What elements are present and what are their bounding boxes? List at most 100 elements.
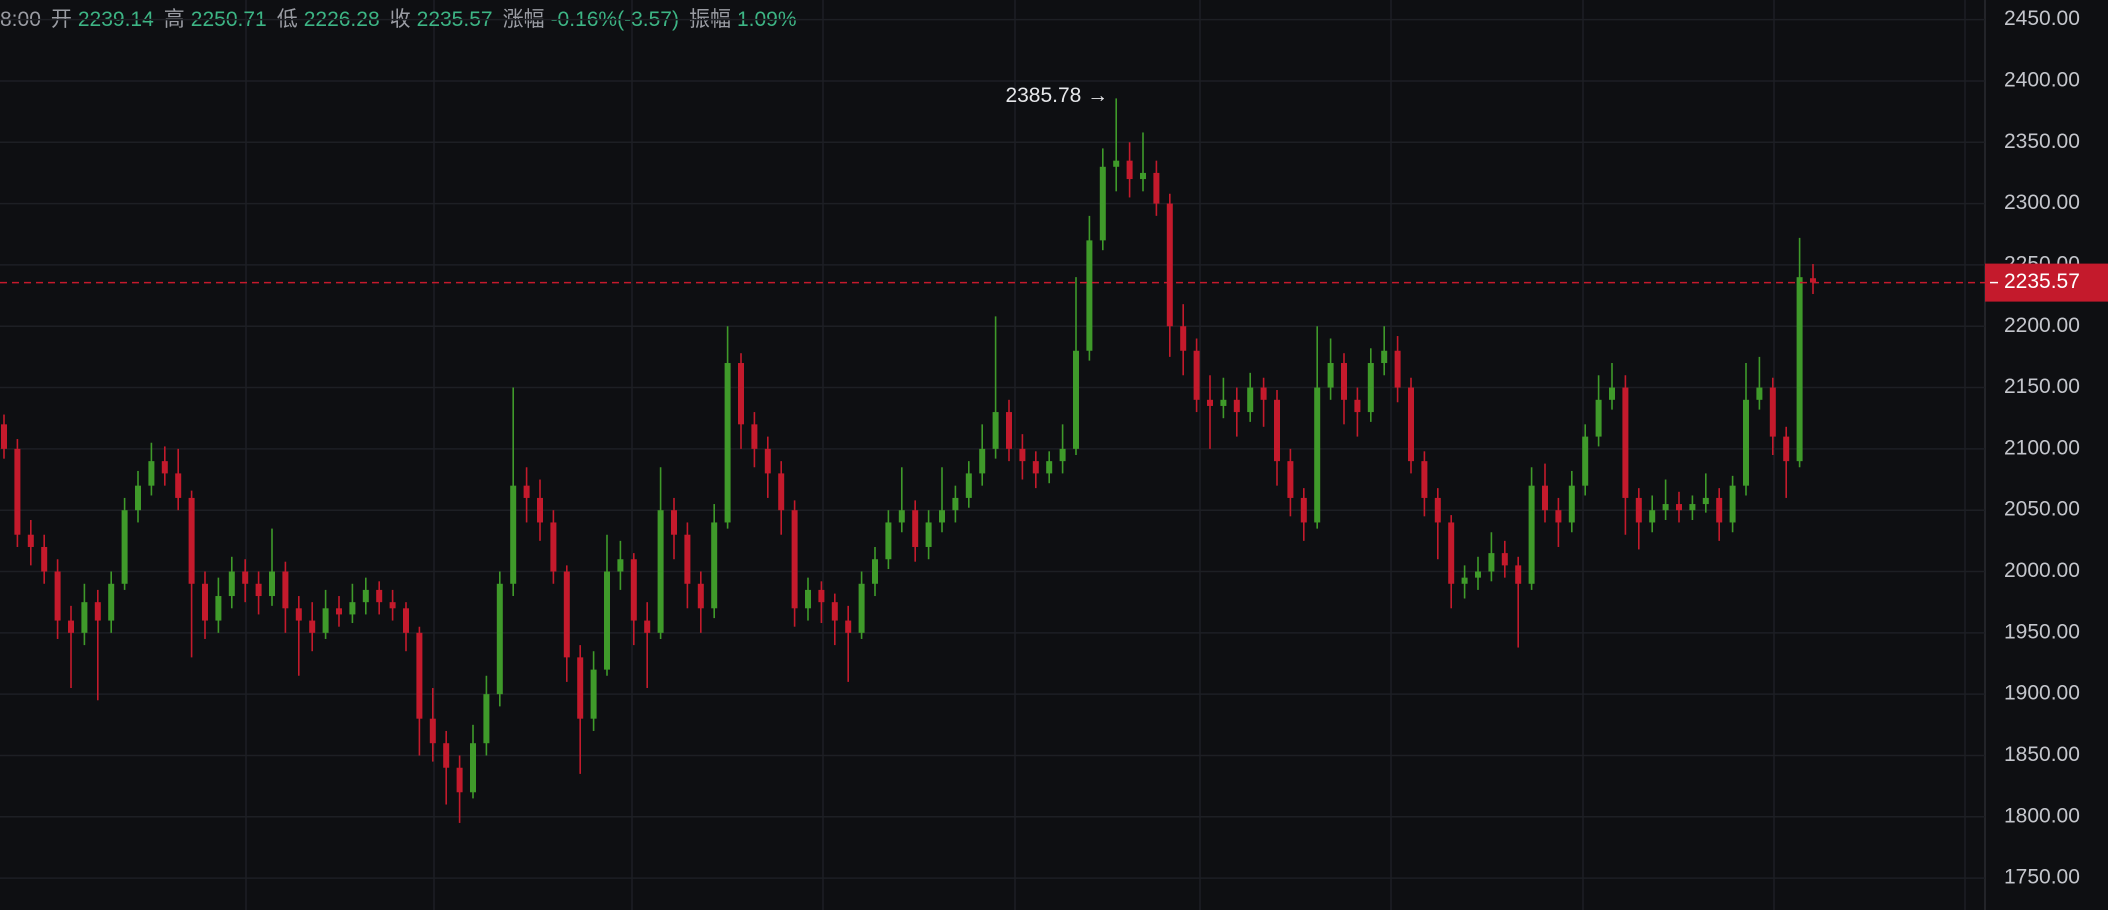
candle-body (711, 522, 718, 609)
candle-body (805, 589, 811, 609)
candle-body (1300, 497, 1307, 523)
candle-body (376, 589, 383, 603)
candle-body (939, 510, 945, 523)
candle-body (108, 583, 115, 621)
candle-body (791, 510, 798, 609)
candle-body (1461, 577, 1468, 584)
candle-body (885, 522, 892, 560)
candle-body (1421, 461, 1428, 498)
candle-body (1528, 485, 1535, 584)
y-tick-label: 2000.00 (2004, 559, 2080, 582)
last-price-box (1985, 263, 2108, 302)
candle-body (671, 510, 677, 535)
candle-body (188, 497, 195, 584)
candle-body (41, 546, 48, 572)
candle-body (94, 602, 101, 621)
candle-body (858, 583, 865, 633)
candle-body (872, 559, 878, 584)
candle-body (644, 620, 651, 633)
candle-body (925, 522, 932, 547)
candle-body (751, 424, 758, 449)
candle-body (496, 583, 503, 695)
candle-body (121, 510, 128, 584)
candle-body (1086, 240, 1093, 351)
candle-body (416, 632, 423, 719)
candle-body (470, 743, 476, 793)
candle-body (697, 583, 704, 609)
candle-body (1006, 412, 1012, 449)
candle-body (1702, 497, 1709, 505)
candle-body (322, 608, 329, 633)
candle-body (1247, 387, 1254, 413)
candle-body (1595, 399, 1602, 437)
candle-body (657, 510, 664, 633)
candle-body (362, 589, 369, 603)
candle-body (228, 571, 235, 597)
candle-body (1729, 485, 1736, 523)
candle-body (1341, 363, 1347, 400)
y-tick-label: 1750.00 (2004, 866, 2080, 889)
candle-body (912, 510, 919, 547)
candle-body (965, 473, 972, 498)
candle-body (1233, 399, 1240, 413)
candle-body (1434, 497, 1441, 523)
candle-body (1166, 203, 1173, 327)
candle-body (148, 461, 155, 486)
candle-body (1126, 160, 1133, 180)
candle-body (1743, 399, 1749, 486)
candle-body (1635, 497, 1642, 523)
candle-body (1756, 387, 1763, 400)
candle-body (135, 485, 141, 511)
candle-body (269, 571, 275, 597)
candle-body (1180, 326, 1187, 351)
candle-body (617, 559, 624, 572)
candle-body (1796, 277, 1803, 462)
candle-body (1475, 571, 1481, 578)
candle-body (563, 571, 570, 658)
candle-body (429, 718, 436, 744)
y-tick-label: 1800.00 (2004, 804, 2080, 827)
candle-body (81, 602, 88, 633)
candle-body (818, 589, 825, 603)
candle-body (1260, 387, 1267, 400)
candle-body (1153, 172, 1160, 204)
y-tick-label: 2400.00 (2004, 68, 2080, 91)
candle-body (1327, 363, 1334, 388)
y-tick-label: 1850.00 (2004, 743, 2080, 766)
candle-body (1555, 510, 1562, 523)
candle-body (1810, 278, 1816, 283)
candle-body (1716, 497, 1723, 523)
candle-body (952, 497, 959, 511)
candle-body (590, 669, 597, 719)
candle-body (510, 485, 517, 584)
candle-body (1568, 485, 1575, 523)
y-tick-label: 2050.00 (2004, 498, 2080, 521)
candle-body (845, 620, 852, 633)
candle-body (724, 363, 731, 523)
candle-body (68, 620, 74, 633)
candle-body (255, 583, 262, 597)
candle-body (403, 608, 409, 633)
y-tick-label: 2100.00 (2004, 436, 2080, 459)
candle-body (1207, 399, 1213, 406)
y-tick-label: 2150.00 (2004, 375, 2080, 398)
candle-body (295, 608, 302, 621)
candle-body (1448, 522, 1455, 584)
candle-body (1140, 172, 1146, 180)
candle-body (1099, 166, 1106, 241)
candle-body (1220, 399, 1227, 406)
candle-body (684, 534, 691, 584)
candle-body (577, 657, 584, 719)
candle-body (242, 571, 249, 584)
candle-body (831, 602, 838, 621)
candle-body (1073, 350, 1079, 449)
candle-body (738, 363, 744, 425)
y-tick-label: 2450.00 (2004, 7, 2080, 30)
candle-body (1113, 160, 1120, 167)
candle-body (1769, 387, 1776, 437)
candle-body (349, 602, 356, 615)
candle-body (1193, 350, 1200, 400)
candle-body (523, 485, 530, 498)
